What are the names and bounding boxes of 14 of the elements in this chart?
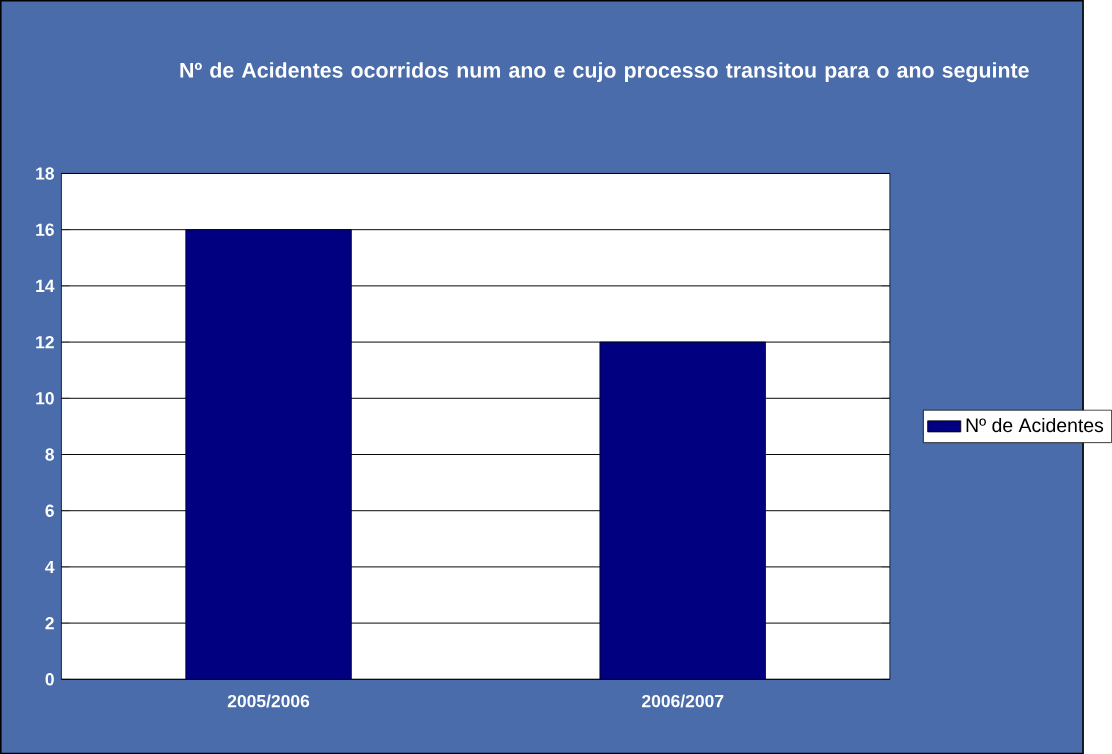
- y-tick-label: 6: [45, 504, 54, 517]
- y-tick-label: 12: [36, 335, 54, 349]
- y-tick-label: 16: [36, 223, 54, 236]
- y-tick-label: 14: [36, 279, 55, 292]
- chart-title: Nº de Acidentes ocorridos num ano e cujo processo transitou para o ano seguinte: [180, 61, 1029, 82]
- y-tick-label: 8: [45, 448, 55, 461]
- y-tick-label: 0: [45, 672, 54, 686]
- x-tick-label: 2006/2007: [642, 694, 724, 708]
- y-tick-label: 10: [36, 391, 54, 405]
- y-tick-label: 4: [45, 560, 55, 573]
- y-tick-label: 2: [45, 616, 54, 630]
- y-tick-label: 18: [36, 167, 55, 180]
- legend-label: Nº de Acidentes: [966, 417, 1104, 432]
- x-tick-label: 2005/2006: [227, 694, 310, 708]
